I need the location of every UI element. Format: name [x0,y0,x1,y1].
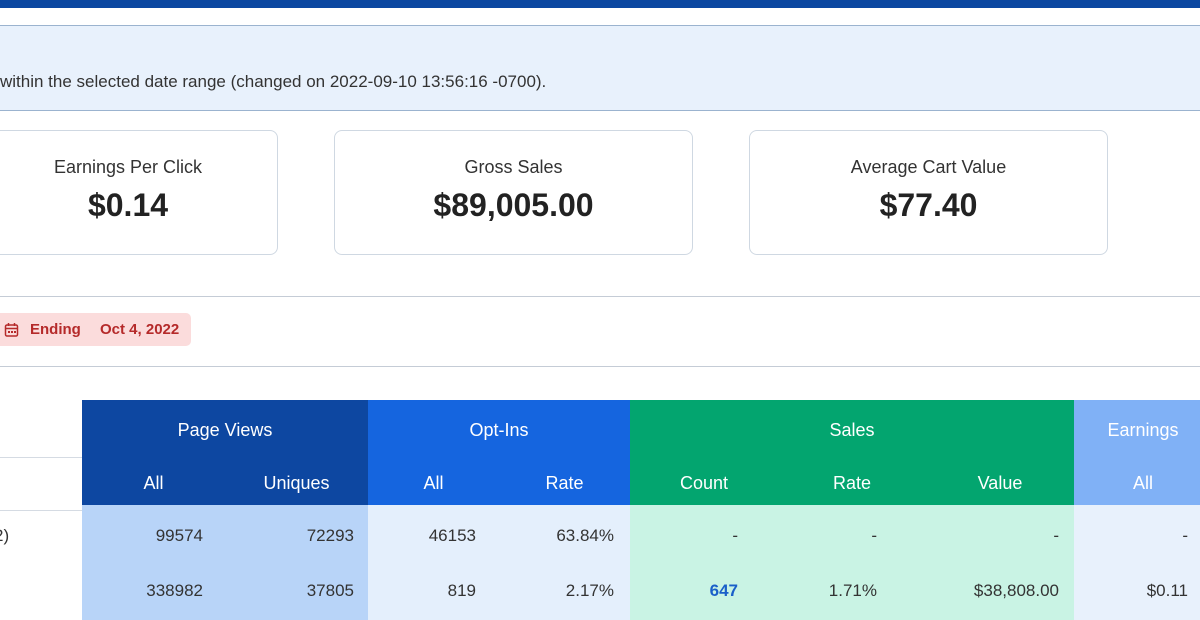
column-header-label: All [423,473,444,493]
badge-date: Oct 4, 2022 [100,321,180,338]
stat-card: Average Cart Value $77.40 [749,130,1108,255]
table-cell [368,560,499,620]
badge-label: Ending [30,321,81,338]
calendar-icon [4,323,19,337]
notice-box [0,25,1200,111]
table-cell [82,560,225,620]
cell-value: 72293 [306,526,354,545]
row-label: 2) [0,526,10,545]
table-cell [225,560,368,620]
column-header [630,457,778,505]
cell-value: 338982 [146,581,203,600]
cell-value: $0.11 [1146,581,1188,600]
cell-value: 2.17% [565,581,614,600]
separator [0,366,1200,367]
table-cell [778,505,926,560]
date-filter-badge[interactable]: Ending Oct 4, 2022 [0,313,191,346]
column-header [82,457,225,505]
column-header-label: All [143,473,164,493]
table-cell [82,505,225,560]
cell-value: 63.84% [556,526,614,545]
table-cell [499,505,630,560]
group-header [630,400,1074,457]
cell-value: 819 [447,581,476,600]
column-header [926,457,1074,505]
cell-value: - [732,526,738,545]
cell-value: 1.71% [828,581,877,600]
card-value: $77.40 [879,187,978,223]
separator [0,296,1200,297]
table-cell [630,505,778,560]
column-header-label: All [1132,473,1153,493]
row-header-cell [0,400,82,505]
table-cell [630,560,778,620]
column-header [778,457,926,505]
column-header [1074,457,1200,505]
table-cell [778,560,926,620]
divider [0,510,82,511]
column-header-label: Rate [545,473,584,493]
cell-value: 46153 [428,526,476,545]
column-header-label: Count [679,473,729,493]
column-header-label: Value [977,473,1023,493]
column-header [225,457,368,505]
table-cell [368,505,499,560]
card-label: Earnings Per Click [53,157,203,177]
group-header-label: Earnings [1107,420,1179,440]
cell-value: - [1182,526,1188,545]
divider [0,457,82,458]
stat-card: Earnings Per Click $0.14 [0,130,278,255]
group-header-label: Sales [829,420,875,440]
cell-value: - [1053,526,1059,545]
table-cell [926,560,1074,620]
cell-value: - [871,526,877,545]
top-bar [0,0,1200,8]
table-cell [499,560,630,620]
sales-count-link[interactable]: 647 [709,581,738,600]
table-cell [225,505,368,560]
cell-value: 99574 [155,526,203,545]
table-cell [1074,560,1200,620]
column-header [499,457,630,505]
column-header-label: Rate [832,473,872,493]
group-header [1074,400,1200,457]
stat-card: Gross Sales $89,005.00 [334,130,693,255]
card-value: $0.14 [87,187,169,223]
card-label: Gross Sales [464,157,563,177]
card-label: Average Cart Value [850,157,1007,177]
column-header-label: Uniques [263,473,330,493]
column-header [368,457,499,505]
cell-value: $38,808.00 [973,581,1059,600]
table-cell [1074,505,1200,560]
group-header-label: Page Views [177,420,273,440]
card-value: $89,005.00 [433,187,594,223]
group-header [368,400,630,457]
group-header-label: Opt-Ins [469,420,529,440]
cell-value: 37805 [306,581,354,600]
group-header [82,400,368,457]
notice-text: within the selected date range (changed … [0,72,547,91]
table-cell [926,505,1074,560]
